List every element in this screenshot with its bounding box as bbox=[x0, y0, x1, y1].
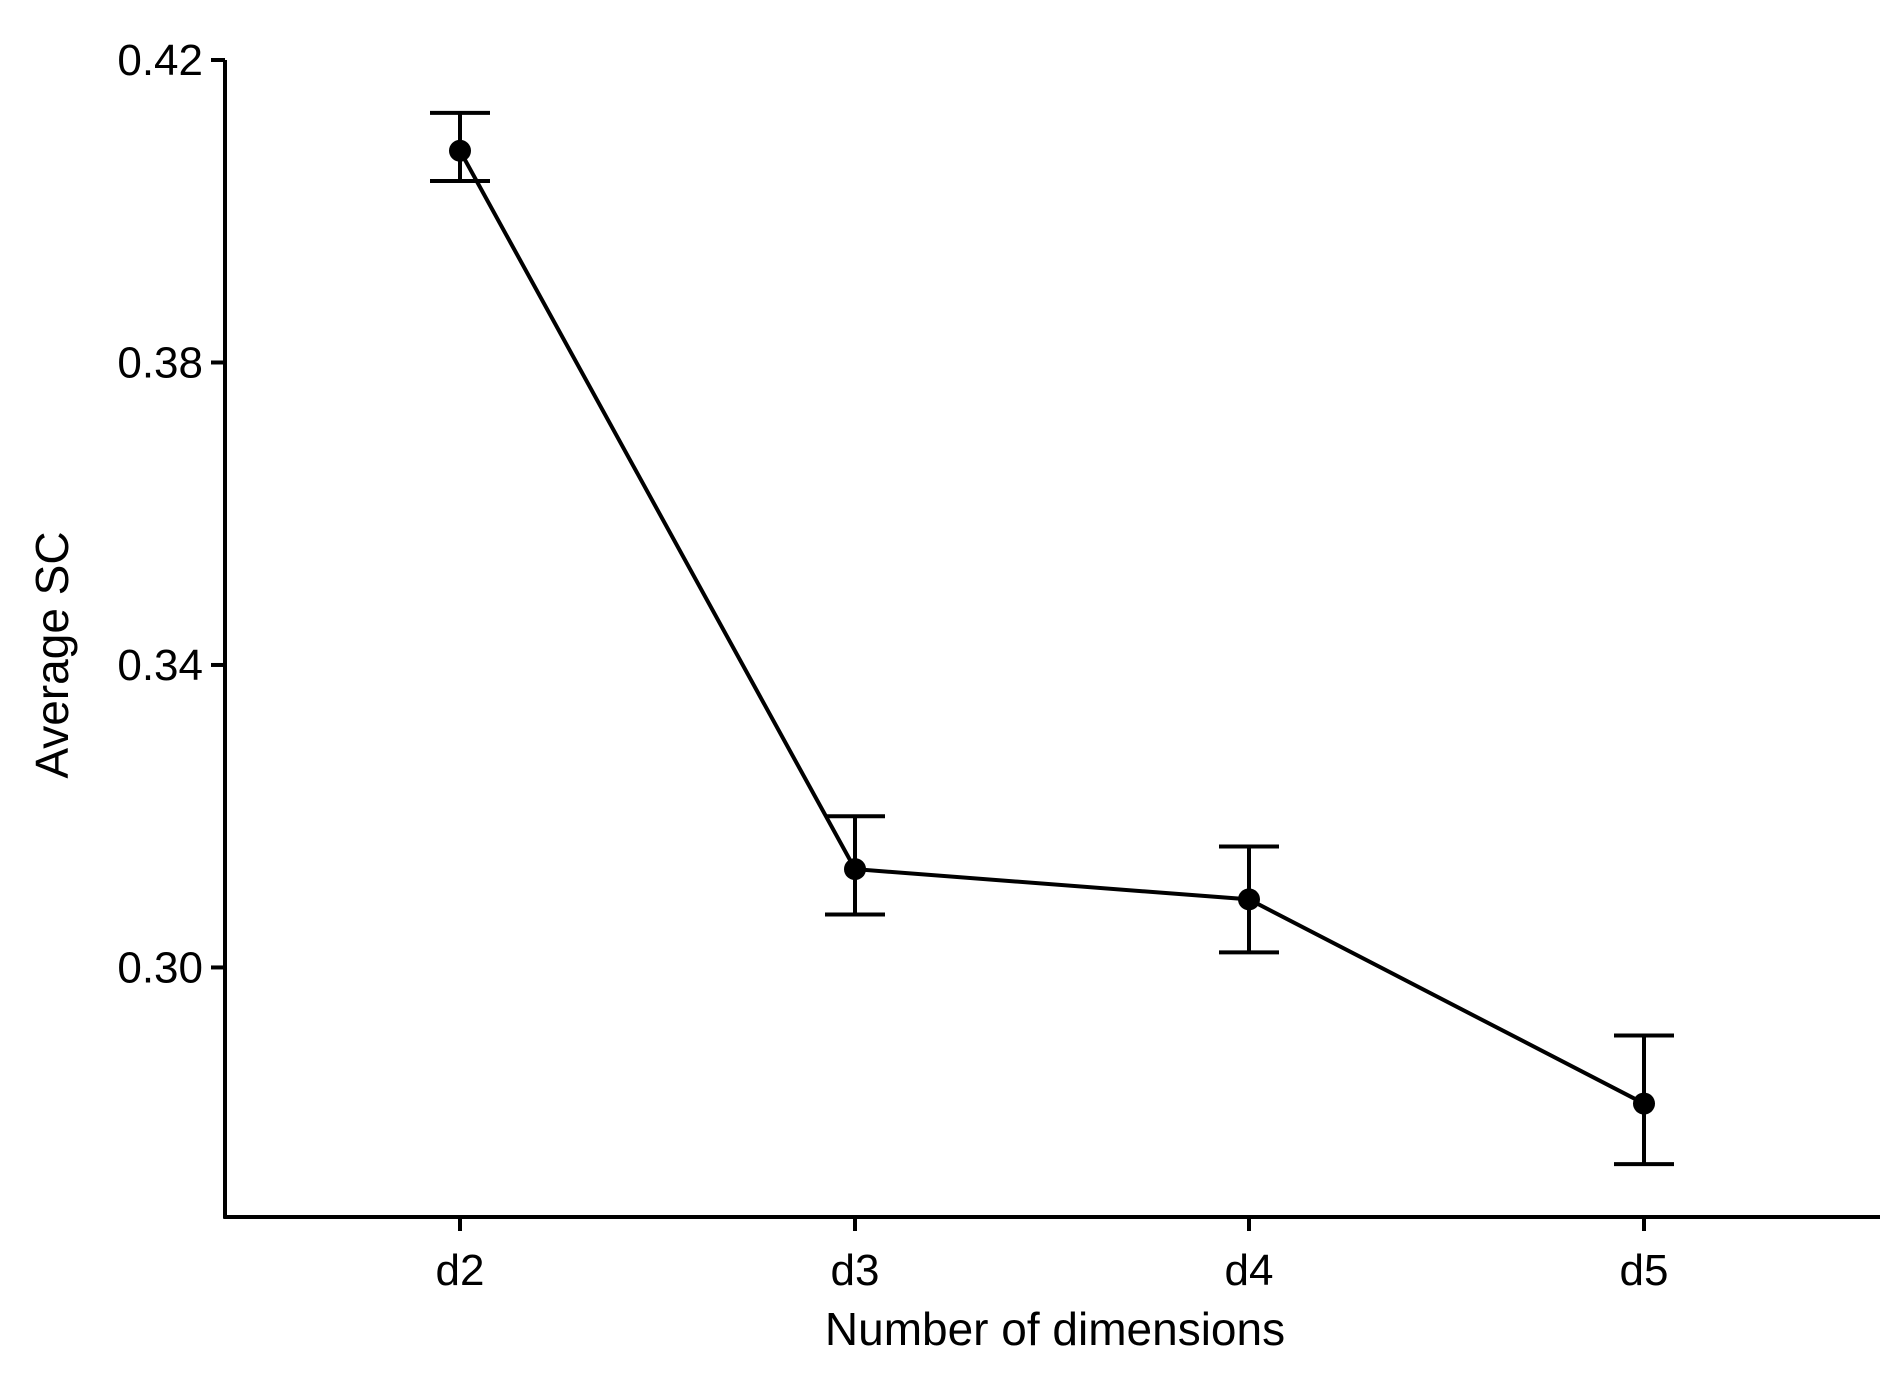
data-point bbox=[844, 858, 866, 881]
data-point bbox=[449, 139, 471, 162]
y-tick-label: 0.42 bbox=[117, 36, 203, 85]
data-point bbox=[1238, 888, 1260, 911]
x-tick-label: d3 bbox=[831, 1246, 880, 1295]
x-tick-label: d2 bbox=[436, 1246, 485, 1295]
y-axis-title: Average SC bbox=[26, 531, 78, 778]
x-tick-label: d4 bbox=[1225, 1246, 1274, 1295]
y-tick-label: 0.38 bbox=[117, 338, 203, 387]
axes bbox=[223, 60, 1880, 1219]
y-axis-ticks: 0.30 0.34 0.38 0.42 bbox=[117, 36, 225, 992]
y-tick-label: 0.30 bbox=[117, 943, 203, 992]
x-tick-label: d5 bbox=[1620, 1246, 1669, 1295]
x-axis-ticks: d2 d3 d4 d5 bbox=[436, 1217, 1669, 1295]
y-tick-label: 0.34 bbox=[117, 641, 203, 690]
series-line bbox=[458, 149, 1645, 1106]
x-axis-title: Number of dimensions bbox=[825, 1303, 1285, 1355]
data-point bbox=[1633, 1092, 1655, 1115]
series-layer bbox=[430, 110, 1674, 1167]
